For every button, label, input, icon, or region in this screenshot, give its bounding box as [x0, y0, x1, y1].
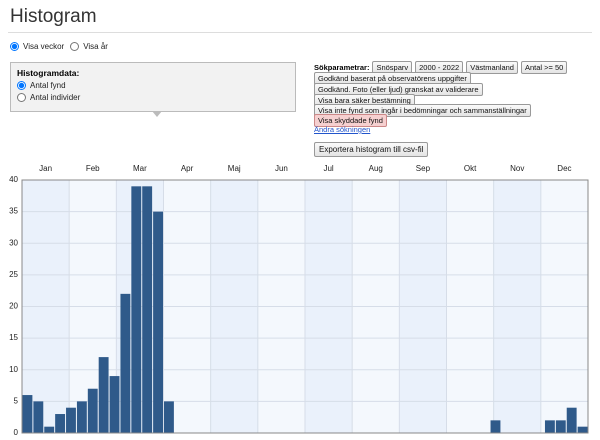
bar: [120, 293, 131, 433]
view-options: Visa veckor Visa år: [10, 42, 108, 51]
search-label: Sökparametrar:: [314, 63, 370, 72]
bar: [164, 401, 174, 433]
y-tick-label: 0: [14, 428, 19, 437]
y-tick-label: 35: [9, 207, 18, 216]
month-label: Sep: [416, 164, 431, 173]
bar: [131, 186, 142, 433]
filter[interactable]: Visa inte fynd som ingår i bedömningar o…: [314, 104, 531, 117]
option: Visa veckor: [23, 42, 65, 51]
bar: [33, 401, 44, 433]
radio[interactable]: [10, 42, 19, 51]
bar: [66, 407, 76, 433]
divider: [8, 32, 592, 33]
y-tick-label: 10: [9, 365, 18, 374]
bar: [55, 414, 66, 433]
y-tick-label: 30: [9, 238, 18, 247]
bar: [544, 420, 555, 433]
filter[interactable]: Antal >= 50: [520, 61, 568, 74]
month-label: Apr: [181, 164, 194, 173]
y-tick-label: 15: [9, 333, 18, 342]
option: Visa år: [83, 42, 108, 51]
filter[interactable]: Visa skyddade fynd: [314, 114, 387, 127]
page-title: Histogram: [10, 6, 97, 27]
filter[interactable]: Västmanland: [466, 61, 518, 74]
bar: [22, 395, 33, 433]
month-label: Okt: [464, 164, 477, 173]
month-label: Feb: [86, 164, 100, 173]
month-label: Jul: [323, 164, 333, 173]
bar: [153, 211, 163, 433]
month-label: Maj: [228, 164, 241, 173]
radio[interactable]: [70, 42, 80, 51]
plot-border: [21, 179, 589, 434]
y-tick-label: 20: [9, 302, 18, 311]
change-link[interactable]: Ändra sökningen: [314, 125, 371, 134]
bar: [76, 401, 87, 433]
month-label: Nov: [510, 164, 524, 173]
month-label: Jun: [275, 164, 288, 173]
y-tick-label: 5: [14, 396, 19, 405]
y-tick-label: 25: [9, 270, 18, 279]
bar: [98, 357, 109, 433]
option: Antal fynd: [30, 81, 66, 90]
y-tick-label: 40: [9, 175, 18, 184]
panel: Histogramdata: Antal fynd Antal individe…: [10, 62, 296, 112]
radio[interactable]: [17, 81, 26, 90]
month-label: Dec: [557, 164, 571, 173]
option-row: Antal individer: [17, 93, 289, 102]
radio[interactable]: [17, 93, 26, 102]
bar: [109, 376, 120, 433]
month-label: Mar: [133, 164, 147, 173]
bar: [87, 388, 98, 433]
option-row: Antal fynd: [17, 81, 289, 90]
bar: [490, 420, 501, 433]
panel-title: Histogramdata:: [17, 68, 80, 78]
bar: [555, 420, 566, 433]
bar: [566, 407, 577, 433]
month-label: Aug: [369, 164, 383, 173]
bar: [44, 426, 55, 433]
pointer: [152, 111, 162, 117]
bar: [577, 426, 588, 433]
option: Antal individer: [30, 93, 81, 102]
month-label: Jan: [39, 164, 52, 173]
export-button[interactable]: Exportera histogram till csv-fil: [314, 142, 429, 157]
bar: [142, 186, 153, 433]
